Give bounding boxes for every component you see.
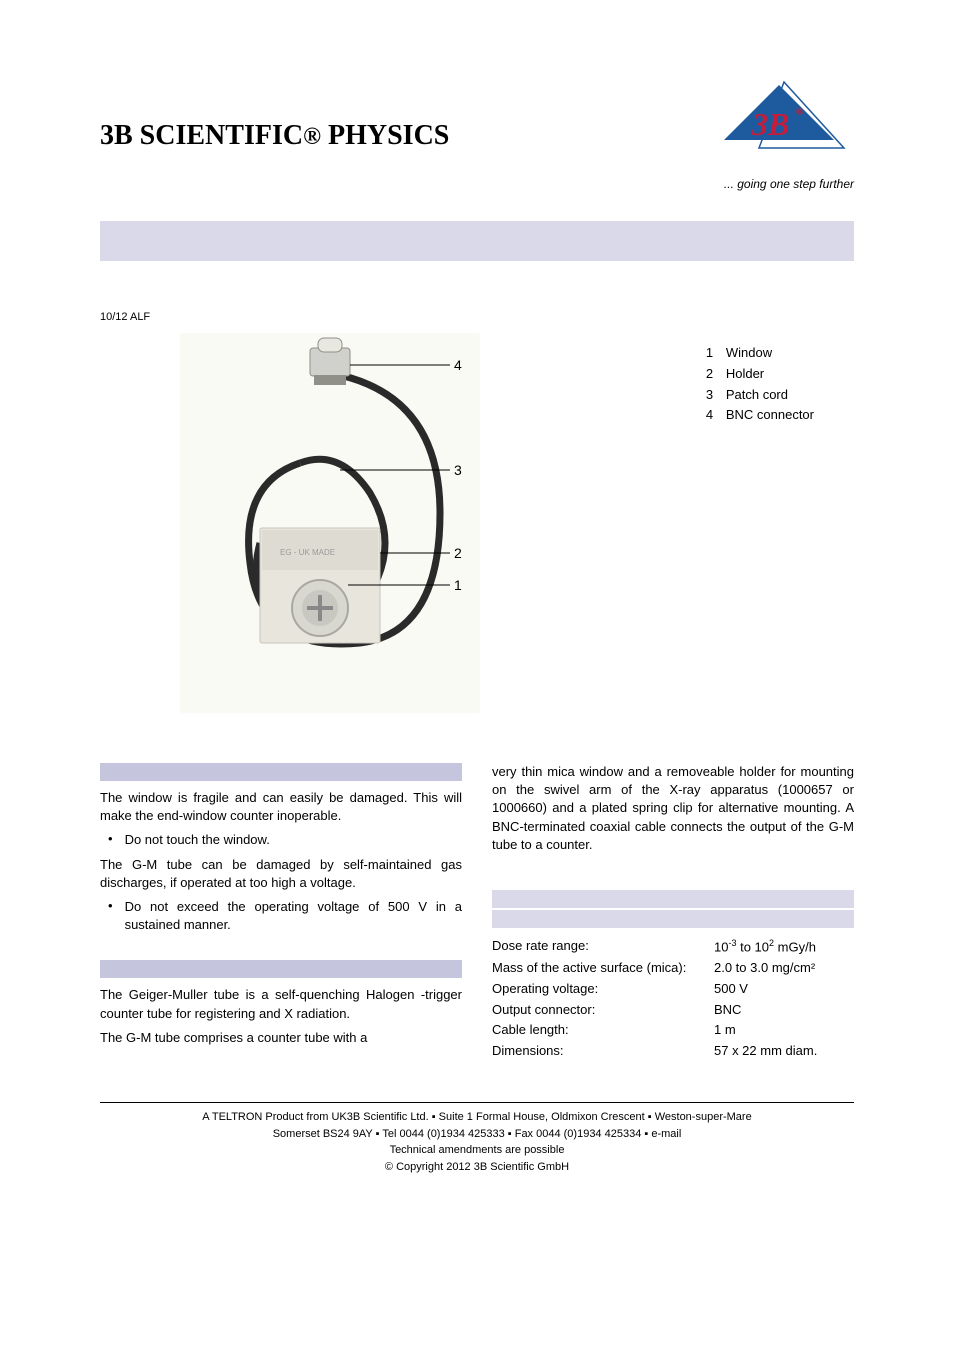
logo-tagline: ... going one step further (704, 177, 854, 191)
spec-row: Dose rate range: 10-3 to 102 mGy/h (492, 936, 854, 958)
callout-num: 1 (706, 343, 726, 364)
callout-item: 4 BNC connector (706, 405, 814, 426)
description-para: The Geiger-Muller tube is a self-quenchi… (100, 986, 462, 1022)
spec-value: 1 m (714, 1020, 854, 1041)
footer-copyright: © Copyright 2012 3B Scientific GmbH (100, 1159, 854, 1176)
footer: A TELTRON Product from UK3B Scientific L… (100, 1092, 854, 1175)
callout-num: 2 (706, 364, 726, 385)
spec-value: 10-3 to 102 mGy/h (714, 936, 854, 958)
svg-text:®: ® (796, 107, 804, 118)
footer-address-1: A TELTRON Product from UK3B Scientific L… (100, 1102, 854, 1126)
callout-item: 1 Window (706, 343, 814, 364)
spec-value: BNC (714, 1000, 854, 1021)
left-column: The window is fragile and can easily be … (100, 763, 462, 1062)
spec-row: Cable length: 1 m (492, 1020, 854, 1041)
svg-text:4: 4 (454, 357, 462, 373)
safety-para: The G-M tube can be damaged by self-main… (100, 856, 462, 892)
page-title: 3B SCIENTIFIC® PHYSICS (100, 120, 449, 152)
right-column: very thin mica window and a removeable h… (492, 763, 854, 1062)
bullet-mark-icon: • (108, 831, 113, 849)
svg-text:2: 2 (454, 545, 462, 561)
spec-label: Operating voltage: (492, 979, 714, 1000)
bullet-item: • Do not touch the window. (100, 831, 462, 849)
spec-label: Dose rate range: (492, 936, 714, 958)
section-bar (100, 960, 462, 978)
spec-value: 57 x 22 mm diam. (714, 1041, 854, 1062)
description-continued: very thin mica window and a removeable h… (492, 763, 854, 854)
bullet-text: Do not touch the window. (125, 831, 462, 849)
logo: 3B ® ... going one step further (704, 80, 854, 191)
spec-label: Dimensions: (492, 1041, 714, 1062)
spec-value: 2.0 to 3.0 mg/cm² (714, 958, 854, 979)
callout-label: Window (726, 343, 772, 364)
title-reg: ® (303, 124, 321, 150)
footer-note: Technical amendments are possible (100, 1142, 854, 1159)
doc-code: 10/12 ALF (100, 311, 854, 323)
content-columns: The window is fragile and can easily be … (100, 763, 854, 1062)
bullet-text: Do not exceed the operating voltage of 5… (125, 898, 462, 934)
callout-item: 3 Patch cord (706, 385, 814, 406)
spec-value: 500 V (714, 979, 854, 1000)
spec-label: Mass of the active surface (mica): (492, 958, 714, 979)
bullet-mark-icon: • (108, 898, 113, 934)
product-image: EG - UK MADE 4 3 2 1 (180, 333, 480, 713)
title-category: PHYSICS (321, 120, 449, 151)
footer-address-2: Somerset BS24 9AY ▪ Tel 0044 (0)1934 425… (100, 1126, 854, 1143)
callout-label: BNC connector (726, 405, 814, 426)
header: 3B SCIENTIFIC® PHYSICS 3B ® ... going on… (100, 80, 854, 191)
callout-label: Holder (726, 364, 764, 385)
image-section: EG - UK MADE 4 3 2 1 1 Window 2 Holder 3 (100, 333, 854, 713)
specs-table: Dose rate range: 10-3 to 102 mGy/h Mass … (492, 936, 854, 1062)
svg-text:3B: 3B (751, 106, 789, 142)
callout-num: 4 (706, 405, 726, 426)
spec-row: Output connector: BNC (492, 1000, 854, 1021)
callout-num: 3 (706, 385, 726, 406)
safety-para: The window is fragile and can easily be … (100, 789, 462, 825)
callout-label: Patch cord (726, 385, 788, 406)
callout-list: 1 Window 2 Holder 3 Patch cord 4 BNC con… (706, 343, 814, 426)
section-bar (492, 910, 854, 928)
logo-3b-icon: 3B ® (704, 80, 854, 170)
section-bar (100, 763, 462, 781)
title-bar (100, 221, 854, 261)
spec-row: Operating voltage: 500 V (492, 979, 854, 1000)
svg-text:1: 1 (454, 577, 462, 593)
spec-row: Mass of the active surface (mica): 2.0 t… (492, 958, 854, 979)
bullet-item: • Do not exceed the operating voltage of… (100, 898, 462, 934)
title-brand: 3B SCIENTIFIC (100, 120, 303, 151)
spec-label: Cable length: (492, 1020, 714, 1041)
svg-text:3: 3 (454, 462, 462, 478)
spec-row: Dimensions: 57 x 22 mm diam. (492, 1041, 854, 1062)
description-para: The G-M tube comprises a counter tube wi… (100, 1029, 462, 1047)
spec-label: Output connector: (492, 1000, 714, 1021)
section-bar (492, 890, 854, 908)
callout-item: 2 Holder (706, 364, 814, 385)
svg-text:EG - UK MADE: EG - UK MADE (280, 548, 335, 557)
